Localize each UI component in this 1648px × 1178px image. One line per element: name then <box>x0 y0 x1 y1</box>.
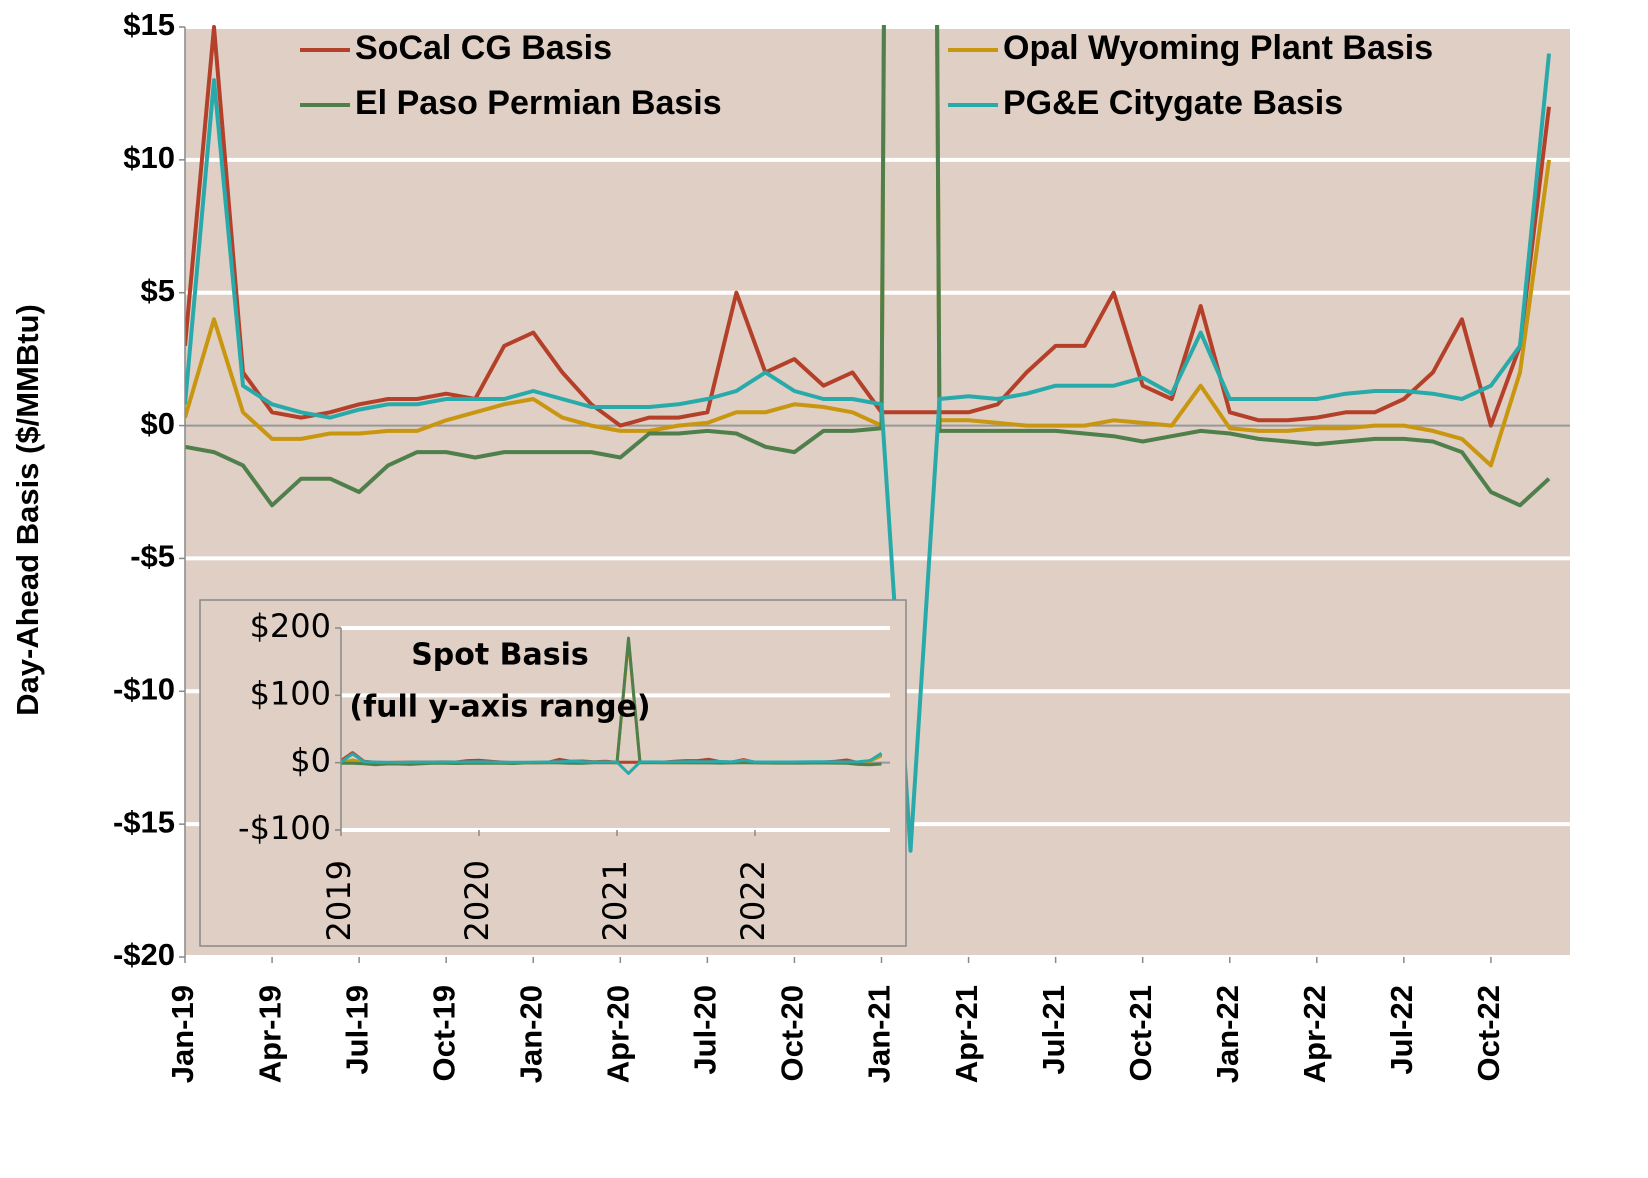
y-tick-label: -$5 <box>130 539 175 574</box>
y-tick-label: $200 <box>250 607 331 645</box>
x-tick-label: Jul-21 <box>1036 985 1071 1075</box>
legend-label: Opal Wyoming Plant Basis <box>1003 29 1433 67</box>
y-tick-label: -$20 <box>113 937 175 972</box>
y-tick-label: -$15 <box>113 804 175 839</box>
x-tick-label: Jan-21 <box>862 985 897 1083</box>
x-tick-label: 2022 <box>734 860 772 941</box>
x-tick-label: Apr-20 <box>601 985 636 1083</box>
x-tick-label: 2019 <box>320 860 358 941</box>
y-tick-label: -$100 <box>238 809 331 847</box>
legend-label: El Paso Permian Basis <box>355 84 722 122</box>
y-tick-label: $0 <box>290 742 331 780</box>
x-tick-label: Jan-19 <box>165 985 200 1083</box>
x-tick-label: Oct-21 <box>1123 985 1158 1081</box>
inset-title: Spot Basis <box>411 638 589 673</box>
series-line <box>185 25 1551 428</box>
x-tick-label: Apr-19 <box>252 985 287 1083</box>
x-tick-label: Oct-19 <box>426 985 461 1081</box>
inset-box <box>199 599 907 947</box>
x-tick-label: Jul-22 <box>1384 985 1419 1075</box>
y-tick-label: $15 <box>123 7 175 42</box>
legend-label: PG&E Citygate Basis <box>1003 84 1343 122</box>
series-line <box>185 25 1551 508</box>
y-tick-label: $0 <box>141 406 175 441</box>
x-tick-label: Jul-19 <box>339 985 374 1075</box>
series-line <box>185 25 1551 468</box>
y-axis-label: Day-Ahead Basis ($/MMBtu) <box>10 304 45 716</box>
series-line <box>185 53 1551 853</box>
x-tick-label: Apr-21 <box>949 985 984 1083</box>
y-tick-label: -$10 <box>113 671 175 706</box>
legend-label: SoCal CG Basis <box>355 29 612 67</box>
x-tick-label: Oct-22 <box>1471 985 1506 1081</box>
x-tick-label: Apr-22 <box>1297 985 1332 1083</box>
series-line <box>341 751 883 775</box>
x-tick-label: 2021 <box>596 860 634 941</box>
inset-subtitle: (full y-axis range) <box>349 690 650 725</box>
y-tick-label: $5 <box>141 273 175 308</box>
x-tick-label: Oct-20 <box>775 985 810 1081</box>
x-tick-label: Jan-22 <box>1210 985 1245 1083</box>
x-tick-label: Jul-20 <box>688 985 723 1075</box>
y-tick-label: $100 <box>250 674 331 712</box>
y-tick-label: $10 <box>123 140 175 175</box>
x-tick-label: Jan-20 <box>513 985 548 1083</box>
x-tick-label: 2020 <box>458 860 496 941</box>
